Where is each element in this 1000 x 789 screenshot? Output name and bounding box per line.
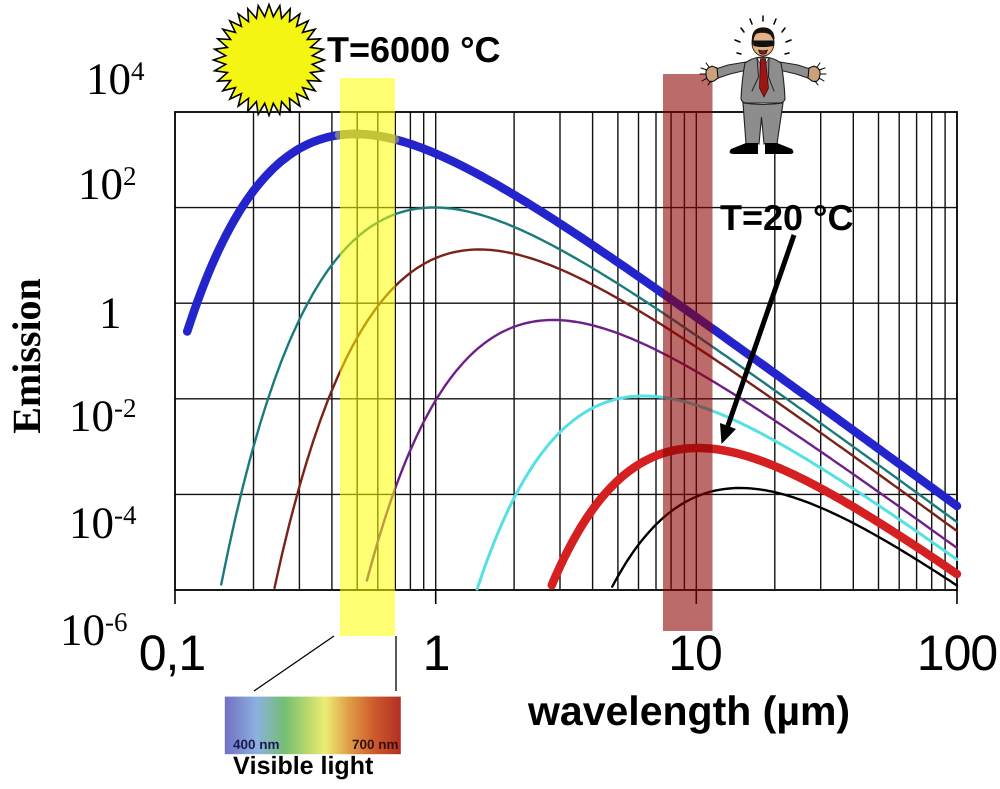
- svg-text:10-2: 10-2: [69, 391, 137, 441]
- svg-text:Visible light: Visible light: [233, 752, 374, 780]
- svg-text:100: 100: [917, 625, 997, 681]
- svg-text:10: 10: [668, 625, 722, 681]
- svg-text:1: 1: [99, 288, 122, 338]
- svg-text:Emission: Emission: [4, 278, 49, 434]
- svg-text:700 nm: 700 nm: [352, 737, 399, 752]
- svg-text:1: 1: [423, 625, 450, 681]
- svg-text:0,1: 0,1: [139, 625, 206, 681]
- svg-text:T=6000 °C: T=6000 °C: [327, 29, 501, 70]
- svg-text:400 nm: 400 nm: [233, 737, 280, 752]
- svg-text:wavelength (µm): wavelength (µm): [527, 688, 850, 734]
- svg-text:T=20 °C: T=20 °C: [720, 197, 853, 238]
